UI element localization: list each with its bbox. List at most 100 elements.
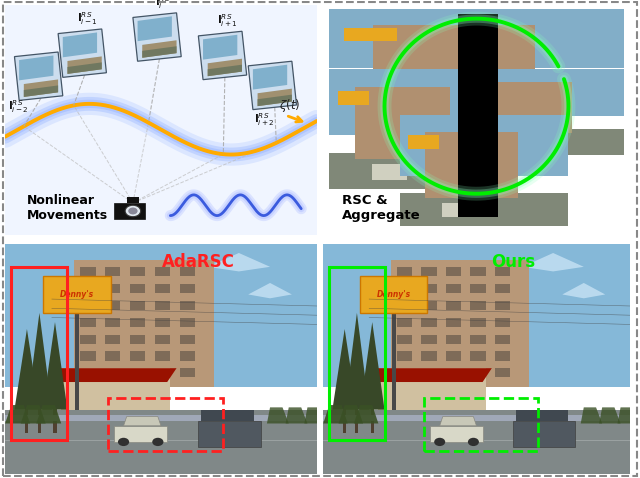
- Bar: [80, 284, 95, 293]
- Bar: [155, 301, 170, 310]
- Bar: [397, 351, 412, 360]
- Bar: [180, 335, 195, 344]
- Bar: [180, 351, 195, 360]
- Bar: [155, 368, 170, 378]
- Bar: [330, 84, 623, 115]
- Bar: [421, 318, 436, 327]
- Polygon shape: [198, 31, 246, 80]
- Bar: [495, 351, 510, 360]
- Polygon shape: [52, 368, 177, 382]
- Bar: [130, 335, 145, 344]
- Bar: [323, 410, 630, 474]
- Polygon shape: [122, 260, 200, 284]
- Text: Denny's: Denny's: [60, 290, 94, 299]
- Bar: [470, 335, 486, 344]
- Bar: [105, 284, 120, 293]
- Polygon shape: [257, 88, 292, 106]
- Bar: [495, 267, 510, 276]
- Bar: [446, 318, 461, 327]
- Bar: [42, 276, 111, 313]
- Bar: [355, 87, 449, 159]
- Text: $\mathbf{I}_{i-1}^{RS}$: $\mathbf{I}_{i-1}^{RS}$: [77, 10, 98, 27]
- Bar: [355, 405, 358, 433]
- Polygon shape: [516, 410, 568, 421]
- Polygon shape: [133, 13, 181, 61]
- Polygon shape: [253, 65, 287, 89]
- Bar: [155, 351, 170, 360]
- Bar: [130, 284, 145, 293]
- Text: $\mathbf{I}_{i}^{RS}$: $\mathbf{I}_{i}^{RS}$: [155, 0, 170, 11]
- Bar: [38, 405, 41, 433]
- Polygon shape: [354, 405, 378, 424]
- Circle shape: [152, 438, 163, 446]
- Bar: [452, 69, 623, 116]
- Bar: [470, 301, 486, 310]
- Bar: [80, 318, 95, 327]
- Polygon shape: [369, 368, 492, 382]
- Polygon shape: [267, 407, 289, 424]
- Bar: [421, 368, 436, 378]
- Polygon shape: [208, 65, 242, 76]
- Bar: [397, 301, 412, 310]
- Bar: [421, 267, 436, 276]
- Bar: [130, 267, 145, 276]
- Polygon shape: [24, 79, 58, 97]
- Bar: [495, 137, 529, 148]
- Text: Nonlinear
Movements: Nonlinear Movements: [27, 194, 108, 221]
- Bar: [127, 197, 139, 203]
- Bar: [372, 164, 406, 180]
- Bar: [155, 267, 170, 276]
- Bar: [53, 405, 56, 433]
- Polygon shape: [332, 329, 357, 410]
- Bar: [155, 335, 170, 344]
- Polygon shape: [248, 61, 296, 109]
- Bar: [330, 153, 501, 189]
- Bar: [130, 368, 145, 378]
- Bar: [105, 368, 120, 378]
- Text: $\mathbf{I}_{i+2}^{RS}$: $\mathbf{I}_{i+2}^{RS}$: [255, 112, 275, 129]
- Bar: [470, 318, 486, 327]
- Circle shape: [128, 207, 138, 215]
- Bar: [446, 335, 461, 344]
- Polygon shape: [15, 52, 63, 100]
- Polygon shape: [618, 407, 639, 424]
- Polygon shape: [522, 253, 584, 272]
- Bar: [80, 335, 95, 344]
- Bar: [495, 301, 510, 310]
- Bar: [74, 260, 214, 387]
- Bar: [470, 267, 486, 276]
- Bar: [397, 284, 412, 293]
- Bar: [477, 82, 572, 133]
- Bar: [446, 284, 461, 293]
- Bar: [155, 318, 170, 327]
- Polygon shape: [5, 405, 30, 424]
- Polygon shape: [440, 417, 476, 426]
- Bar: [378, 368, 486, 410]
- Polygon shape: [138, 16, 172, 41]
- Text: AdaRSC: AdaRSC: [162, 253, 235, 271]
- Text: Denny's: Denny's: [377, 290, 411, 299]
- Bar: [442, 203, 476, 217]
- Bar: [343, 405, 346, 433]
- Bar: [403, 93, 462, 107]
- Bar: [155, 284, 170, 293]
- Polygon shape: [248, 283, 292, 298]
- Bar: [80, 301, 95, 310]
- Bar: [130, 301, 145, 310]
- Bar: [421, 301, 436, 310]
- Bar: [180, 301, 195, 310]
- Bar: [5, 415, 317, 421]
- Polygon shape: [345, 313, 369, 410]
- Bar: [130, 351, 145, 360]
- Bar: [495, 335, 510, 344]
- Bar: [397, 318, 412, 327]
- Text: RSC &
Aggregate: RSC & Aggregate: [342, 194, 420, 221]
- Bar: [397, 267, 412, 276]
- Text: $\mathbf{I}_{i-2}^{RS}$: $\mathbf{I}_{i-2}^{RS}$: [8, 98, 29, 115]
- Polygon shape: [5, 244, 317, 387]
- Bar: [180, 284, 195, 293]
- Polygon shape: [339, 405, 363, 424]
- Bar: [446, 267, 461, 276]
- Bar: [424, 398, 538, 451]
- Bar: [400, 193, 568, 226]
